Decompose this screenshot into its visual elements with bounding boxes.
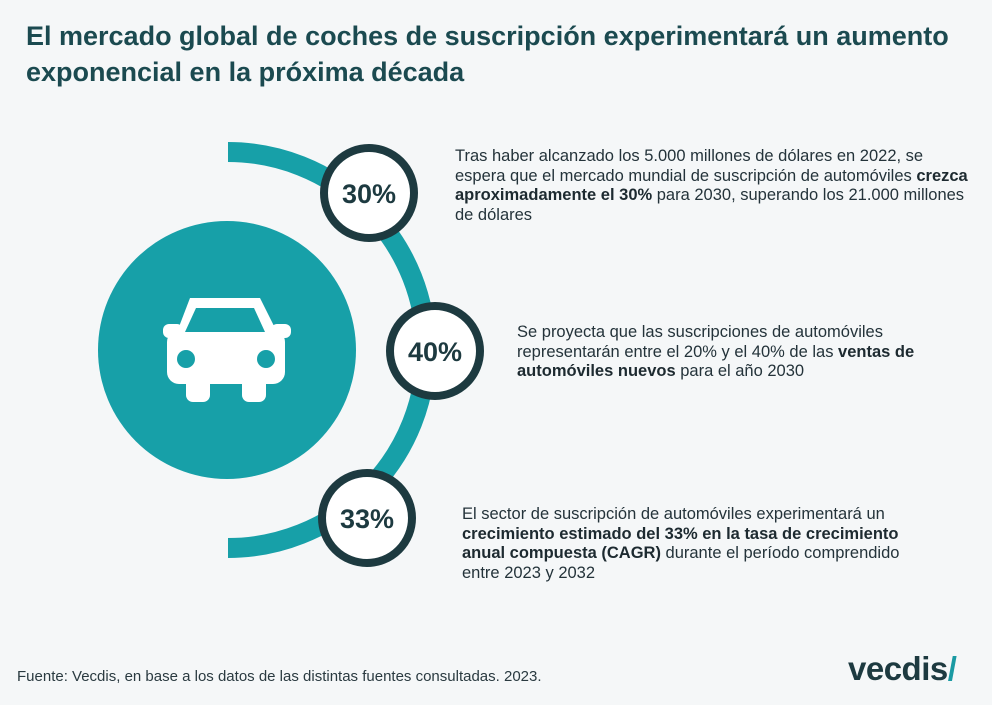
pct-circle-3: 33% [318,469,416,567]
pct-circle-2: 40% [386,302,484,400]
item-description-3: El sector de suscripción de automóviles … [462,505,900,582]
item-description-2: Se proyecta que las suscripciones de aut… [517,323,915,380]
pct-label-2: 40% [408,337,462,367]
pct-label-1: 30% [342,179,396,209]
pct-circle-1: 30% [320,144,418,242]
car-icon [163,298,291,402]
vecdis-logo: vecdis/ [848,650,957,687]
source-note: Fuente: Vecdis, en base a los datos de l… [17,668,542,685]
item-description-1: Tras haber alcanzado los 5.000 millones … [455,147,968,224]
page-title: El mercado global de coches de suscripci… [26,21,949,87]
pct-label-3: 33% [340,504,394,534]
